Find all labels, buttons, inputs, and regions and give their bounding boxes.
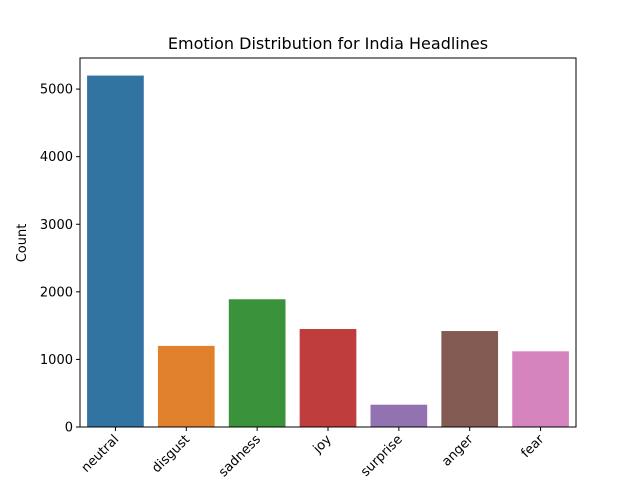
bar-neutral xyxy=(87,75,144,427)
plot-frame xyxy=(79,57,577,428)
y-tick-label-5000: 5000 xyxy=(40,83,73,98)
x-tick-label-surprise: surprise xyxy=(358,432,406,480)
y-tick-label-3000: 3000 xyxy=(40,218,73,233)
bar-surprise xyxy=(370,404,428,427)
x-tick-label-joy: joy xyxy=(310,432,335,457)
x-tick-label-sadness: sadness xyxy=(216,432,264,480)
x-tick-label-anger: anger xyxy=(439,432,477,470)
chart-title: Emotion Distribution for India Headlines xyxy=(168,34,488,53)
y-axis: 0 1000 2000 3000 4000 5000 xyxy=(40,83,80,436)
x-tick-label-fear: fear xyxy=(518,432,547,461)
y-axis-label: Count xyxy=(15,224,30,263)
y-tick-label-1000: 1000 xyxy=(40,353,73,368)
y-tick-label-4000: 4000 xyxy=(40,150,73,165)
x-tick-label-neutral: neutral xyxy=(79,432,122,475)
x-tick-label-disgust: disgust xyxy=(149,432,193,476)
x-axis: neutral disgust sadness joy surprise anger fea… xyxy=(79,427,548,480)
y-tick-label-0: 0 xyxy=(65,421,73,436)
bar-joy xyxy=(299,329,357,427)
bar-anger xyxy=(441,331,499,427)
bar-sadness xyxy=(228,299,286,427)
bar-disgust xyxy=(157,345,215,427)
bar-fear xyxy=(512,351,569,427)
bars-group xyxy=(87,75,569,427)
y-tick-label-2000: 2000 xyxy=(40,285,73,300)
